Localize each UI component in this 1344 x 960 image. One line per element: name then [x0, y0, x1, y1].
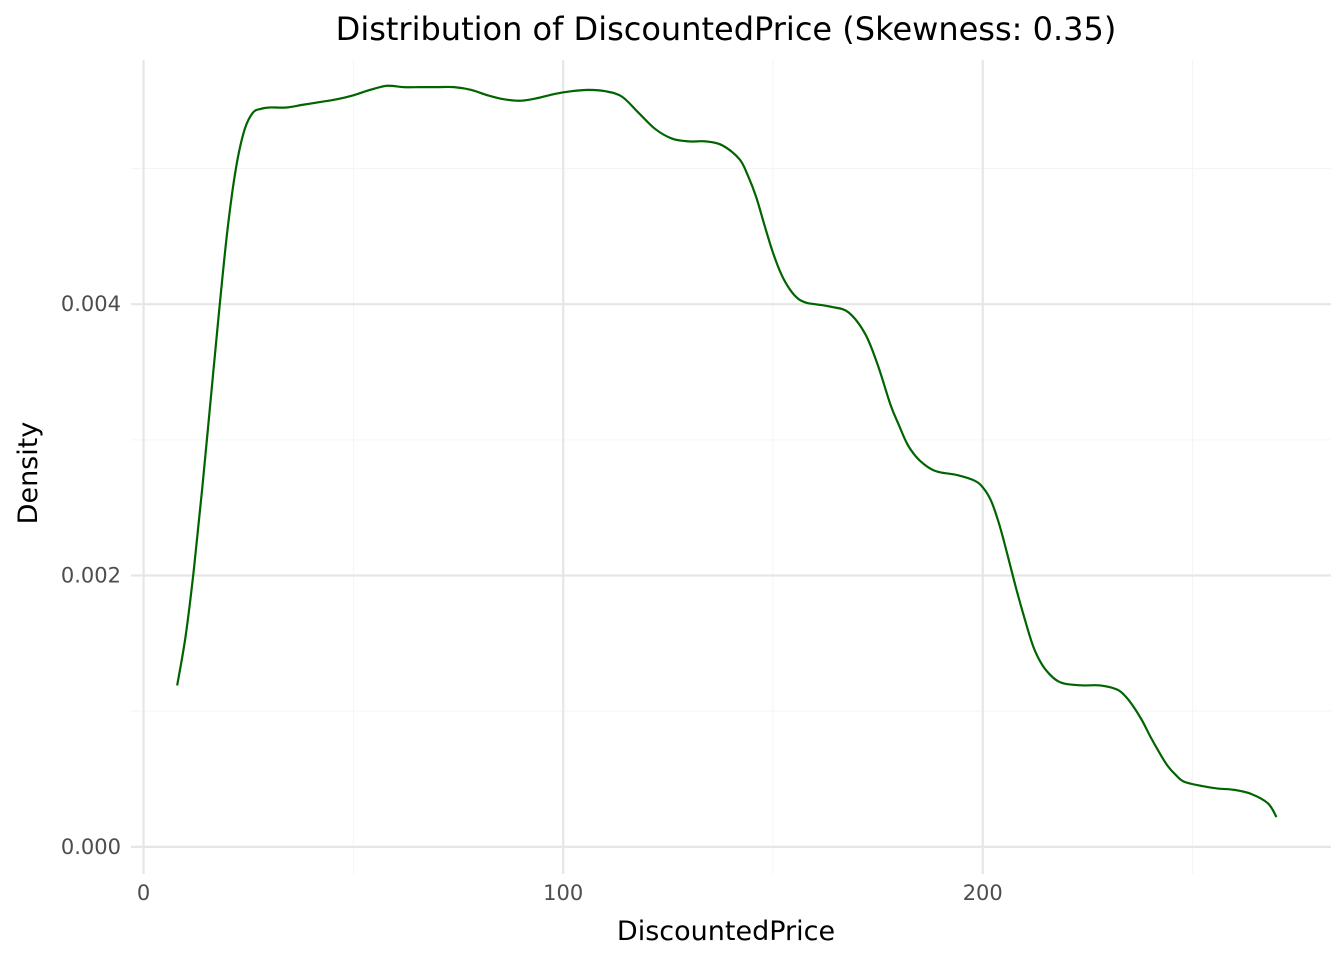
x-axis-title: DiscountedPrice	[617, 916, 835, 947]
y-tick-label: 0.002	[61, 564, 121, 588]
x-tick-label: 200	[963, 881, 1003, 905]
major-gridlines	[131, 60, 1331, 874]
x-tick-label: 0	[137, 881, 150, 905]
y-axis-tick-labels: 0.000 0.002 0.004	[61, 292, 121, 859]
x-tick-label: 100	[543, 881, 583, 905]
y-axis-title: Density	[13, 422, 44, 525]
y-tick-label: 0.004	[61, 292, 121, 316]
x-axis-tick-labels: 0 100 200	[137, 881, 1003, 905]
y-tick-label: 0.000	[61, 835, 121, 859]
chart-title: Distribution of DiscountedPrice (Skewnes…	[336, 10, 1117, 48]
minor-gridlines	[131, 60, 1331, 874]
density-curve	[176, 84, 1278, 818]
